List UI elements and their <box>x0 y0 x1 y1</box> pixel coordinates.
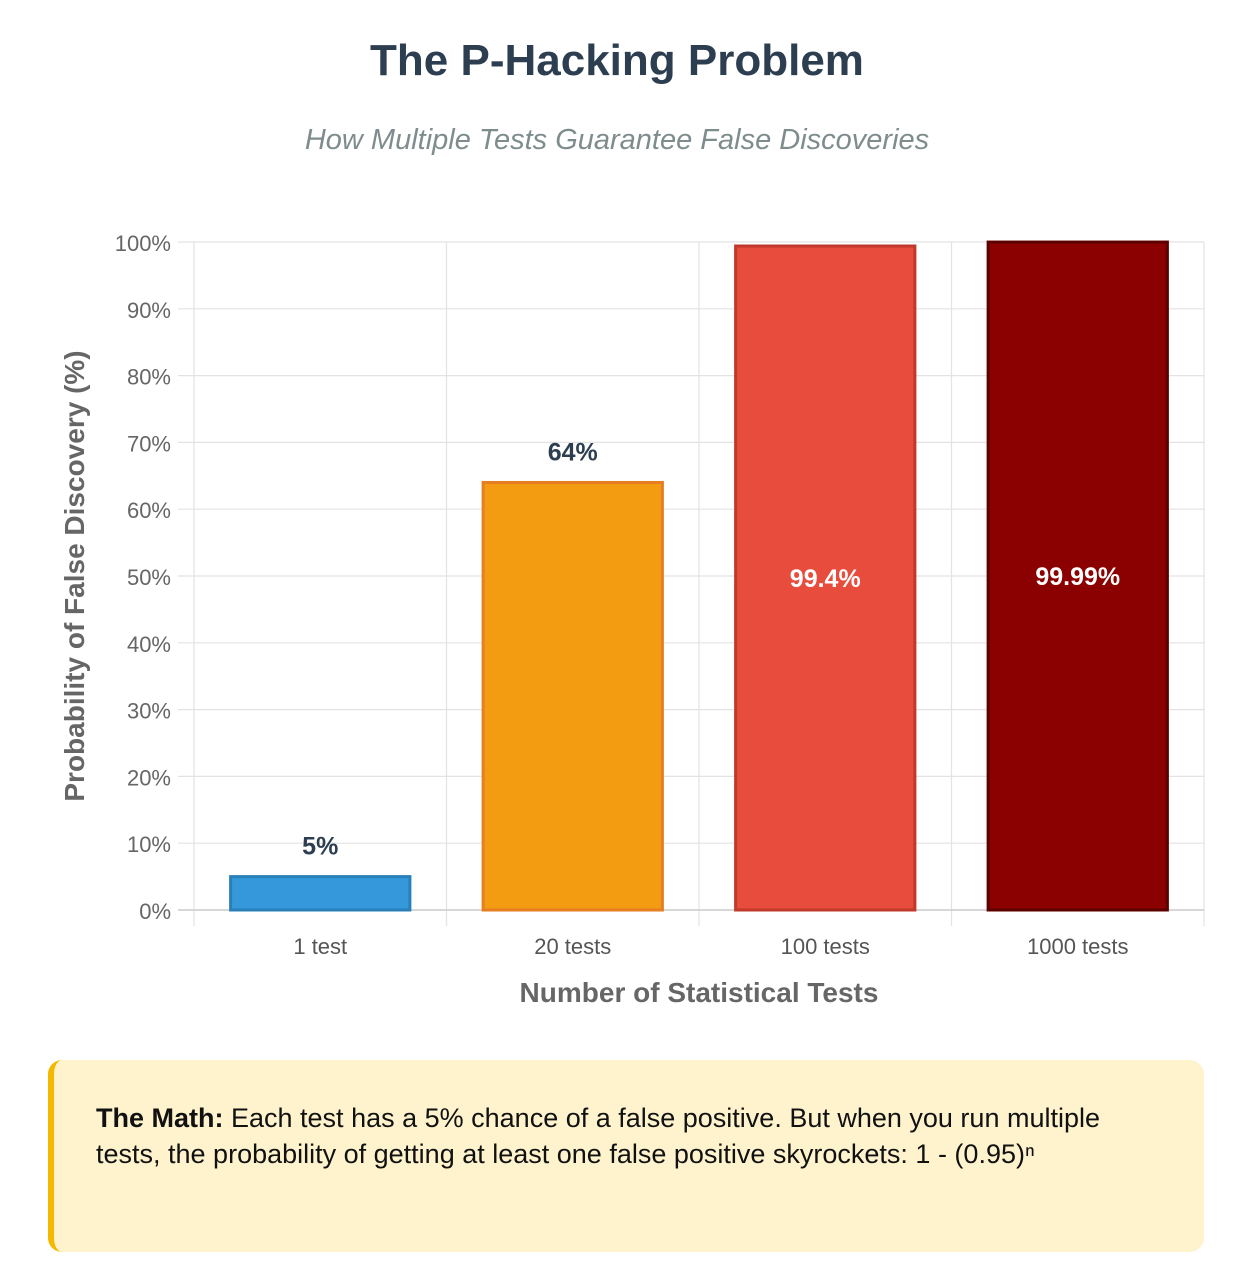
y-tick-label: 0% <box>139 899 171 924</box>
bar-value-label: 99.4% <box>790 565 861 593</box>
math-note: The Math: Each test has a 5% chance of a… <box>48 1060 1204 1252</box>
bar <box>481 480 664 912</box>
x-axis-title: Number of Statistical Tests <box>520 977 879 1008</box>
y-tick-label: 30% <box>127 699 171 724</box>
math-note-text: Each test has a 5% chance of a false pos… <box>96 1103 1100 1169</box>
bar-value-label: 64% <box>548 438 598 466</box>
bar-value-label: 5% <box>302 833 338 861</box>
bar <box>986 240 1169 912</box>
x-tick-label: 20 tests <box>534 934 611 959</box>
bar-data-labels: 5% 64% 99.4% 99.99% <box>302 438 1120 860</box>
y-tick-label: 80% <box>127 365 171 390</box>
chart-grid <box>178 241 1205 926</box>
y-tick-label: 100% <box>115 231 171 256</box>
bar-value-label: 99.99% <box>1035 563 1120 591</box>
x-tick-label: 100 tests <box>781 934 870 959</box>
y-tick-label: 40% <box>127 632 171 657</box>
chart-title: The P-Hacking Problem <box>370 36 864 85</box>
y-tick-label: 20% <box>127 765 171 790</box>
x-tick-label: 1 test <box>293 934 347 959</box>
x-axis-tick-labels: 1 test 20 tests 100 tests 1000 tests <box>293 934 1128 959</box>
y-tick-label: 50% <box>127 565 171 590</box>
bar <box>734 244 917 912</box>
bar <box>229 875 412 912</box>
chart-subtitle: How Multiple Tests Guarantee False Disco… <box>304 124 930 156</box>
y-tick-label: 10% <box>127 832 171 857</box>
chart-bars <box>229 240 1169 912</box>
y-tick-label: 60% <box>127 498 171 523</box>
y-tick-label: 90% <box>127 298 171 323</box>
y-axis-title: Probability of False Discovery (%) <box>59 350 90 801</box>
math-note-label: The Math: <box>96 1103 224 1133</box>
x-tick-label: 1000 tests <box>1027 934 1129 959</box>
bar-chart: 0% 10% 20% 30% 40% 50% 60% 70% 80% 90% 100% 1 test… <box>59 231 1205 1008</box>
y-axis-tick-labels: 0% 10% 20% 30% 40% 50% 60% 70% 80% 90% 100% <box>115 231 171 924</box>
y-tick-label: 70% <box>127 431 171 456</box>
